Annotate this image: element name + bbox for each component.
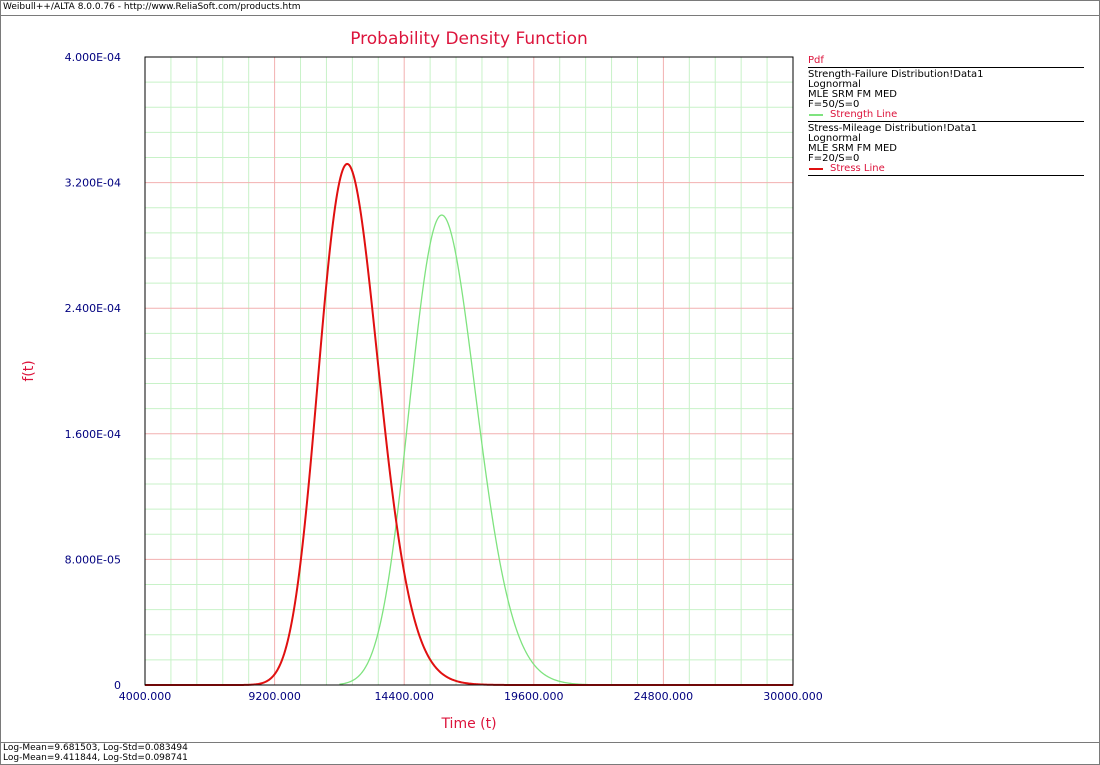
strength-line-series	[339, 214, 793, 686]
legend-entry-strength: Strength Line	[808, 110, 1084, 120]
legend-dataset-name: Stress-Mileage Distribution!Data1	[808, 123, 978, 134]
y-axis-label: f(t)	[21, 360, 37, 381]
y-tick-label: 3.200E-04	[65, 177, 121, 190]
x-tick-label: 24800.000	[634, 690, 694, 703]
pdf-chart: 0 8.000E-05 1.600E-04 2.400E-04 3.200E-04 4.0…	[21, 29, 823, 732]
minor-grid	[145, 57, 793, 685]
legend-series-label: Stress Line	[830, 163, 885, 174]
legend-swatch-strength	[809, 114, 823, 116]
legend-counts: F=20/S=0	[808, 153, 860, 164]
legend-counts: F=50/S=0	[808, 99, 860, 110]
plot-area	[144, 56, 794, 686]
x-tick-label: 19600.000	[504, 690, 564, 703]
legend-entry-stress: Stress Line	[808, 164, 1084, 174]
y-axis-ticks: 0 8.000E-05 1.600E-04 2.400E-04 3.200E-04 4.0…	[65, 51, 121, 692]
y-tick-label: 0	[114, 679, 121, 692]
x-axis-ticks: 4000.000 9200.000 14400.000 19600.000 24800.…	[119, 690, 823, 703]
stress-line-series	[145, 162, 793, 686]
chart-title: Probability Density Function	[350, 29, 588, 49]
footer-line-stress: Log-Mean=9.411844, Log-Std=0.098741	[3, 753, 188, 763]
y-tick-label: 8.000E-05	[65, 553, 121, 566]
y-tick-label: 4.000E-04	[65, 51, 121, 64]
y-tick-label: 1.600E-04	[65, 428, 121, 441]
major-grid	[144, 56, 794, 686]
y-tick-label: 2.400E-04	[65, 302, 121, 315]
x-tick-label: 9200.000	[248, 690, 301, 703]
legend-series-label: Strength Line	[830, 109, 898, 120]
legend-method: MLE SRM FM MED	[808, 143, 898, 154]
legend-distribution: Lognormal	[808, 79, 861, 90]
status-footer: Log-Mean=9.681503, Log-Std=0.083494 Log-…	[0, 742, 1100, 765]
legend-block-stress: Stress-Mileage Distribution!Data1 Lognor…	[808, 122, 1084, 176]
legend-dataset-name: Strength-Failure Distribution!Data1	[808, 69, 984, 80]
x-axis-label: Time (t)	[440, 716, 496, 732]
legend-swatch-stress	[809, 168, 823, 170]
x-tick-label: 4000.000	[119, 690, 172, 703]
legend-distribution: Lognormal	[808, 133, 861, 144]
legend-method: MLE SRM FM MED	[808, 89, 898, 100]
x-tick-label: 14400.000	[374, 690, 434, 703]
legend: Pdf Strength-Failure Distribution!Data1 …	[808, 55, 1084, 176]
footer-line-strength: Log-Mean=9.681503, Log-Std=0.083494	[3, 743, 188, 753]
series-layer	[145, 162, 793, 686]
window-title: Weibull++/ALTA 8.0.0.76 - http://www.Rel…	[0, 0, 1100, 16]
x-tick-label: 30000.000	[763, 690, 823, 703]
legend-block-strength: Strength-Failure Distribution!Data1 Logn…	[808, 68, 1084, 122]
legend-title: Pdf	[808, 55, 1084, 68]
